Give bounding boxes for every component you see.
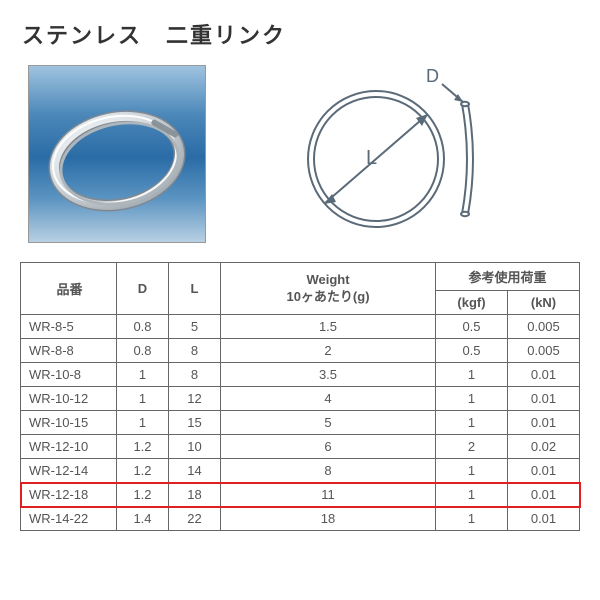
table-row: WR-10-15115510.01 (21, 411, 580, 435)
cell-kgf: 1 (436, 363, 508, 387)
th-kn: (kN) (508, 291, 580, 315)
cell-kn: 0.01 (508, 387, 580, 411)
cell-l: 14 (169, 459, 221, 483)
cell-kn: 0.01 (508, 483, 580, 507)
diagram-label-d: D (426, 66, 439, 86)
cell-kgf: 1 (436, 411, 508, 435)
cell-w: 18 (221, 507, 436, 531)
cell-part: WR-14-22 (21, 507, 117, 531)
cell-d: 1.2 (117, 459, 169, 483)
cell-d: 0.8 (117, 315, 169, 339)
cell-w: 6 (221, 435, 436, 459)
cell-w: 4 (221, 387, 436, 411)
cell-kgf: 1 (436, 387, 508, 411)
cell-l: 8 (169, 363, 221, 387)
cell-kn: 0.005 (508, 339, 580, 363)
diagram-label-l: L (366, 147, 377, 169)
cell-kn: 0.005 (508, 315, 580, 339)
cell-l: 8 (169, 339, 221, 363)
cell-part: WR-8-8 (21, 339, 117, 363)
cell-d: 1.2 (117, 435, 169, 459)
cell-l: 22 (169, 507, 221, 531)
table-row: WR-12-181.2181110.01 (21, 483, 580, 507)
cell-l: 15 (169, 411, 221, 435)
cell-kn: 0.01 (508, 507, 580, 531)
cell-d: 1.2 (117, 483, 169, 507)
th-d: D (117, 263, 169, 315)
cell-d: 1 (117, 411, 169, 435)
table-row: WR-10-8183.510.01 (21, 363, 580, 387)
cell-kgf: 2 (436, 435, 508, 459)
table-row: WR-10-12112410.01 (21, 387, 580, 411)
cell-w: 1.5 (221, 315, 436, 339)
cell-kgf: 1 (436, 507, 508, 531)
cell-part: WR-10-12 (21, 387, 117, 411)
table-row: WR-12-141.214810.01 (21, 459, 580, 483)
spec-table: 品番 D L Weight 10ヶあたり(g) 参考使用荷重 (kgf) (kN… (20, 262, 580, 531)
cell-kn: 0.01 (508, 411, 580, 435)
cell-d: 1.4 (117, 507, 169, 531)
spec-table-wrap: 品番 D L Weight 10ヶあたり(g) 参考使用荷重 (kgf) (kN… (20, 262, 580, 531)
dimension-diagram: L D (266, 64, 516, 244)
cell-w: 5 (221, 411, 436, 435)
cell-w: 2 (221, 339, 436, 363)
cell-kn: 0.01 (508, 363, 580, 387)
figures-row: L D (28, 64, 580, 244)
table-row: WR-8-50.851.50.50.005 (21, 315, 580, 339)
cell-l: 12 (169, 387, 221, 411)
cell-kgf: 0.5 (436, 315, 508, 339)
cell-w: 3.5 (221, 363, 436, 387)
th-l: L (169, 263, 221, 315)
cell-w: 8 (221, 459, 436, 483)
cell-kgf: 1 (436, 483, 508, 507)
cell-part: WR-12-14 (21, 459, 117, 483)
th-load: 参考使用荷重 (436, 263, 580, 291)
table-row: WR-14-221.4221810.01 (21, 507, 580, 531)
product-photo (28, 65, 206, 243)
cell-part: WR-12-18 (21, 483, 117, 507)
cell-l: 18 (169, 483, 221, 507)
th-part: 品番 (21, 263, 117, 315)
cell-kgf: 0.5 (436, 339, 508, 363)
cell-part: WR-8-5 (21, 315, 117, 339)
cell-l: 10 (169, 435, 221, 459)
cell-w: 11 (221, 483, 436, 507)
table-row: WR-8-80.8820.50.005 (21, 339, 580, 363)
cell-d: 1 (117, 387, 169, 411)
cell-l: 5 (169, 315, 221, 339)
cell-d: 0.8 (117, 339, 169, 363)
cell-part: WR-10-8 (21, 363, 117, 387)
th-kgf: (kgf) (436, 291, 508, 315)
cell-kgf: 1 (436, 459, 508, 483)
cell-part: WR-10-15 (21, 411, 117, 435)
th-weight: Weight 10ヶあたり(g) (221, 263, 436, 315)
cell-part: WR-12-10 (21, 435, 117, 459)
page-title: ステンレス 二重リンク (22, 18, 580, 50)
cell-d: 1 (117, 363, 169, 387)
cell-kn: 0.02 (508, 435, 580, 459)
cell-kn: 0.01 (508, 459, 580, 483)
table-row: WR-12-101.210620.02 (21, 435, 580, 459)
